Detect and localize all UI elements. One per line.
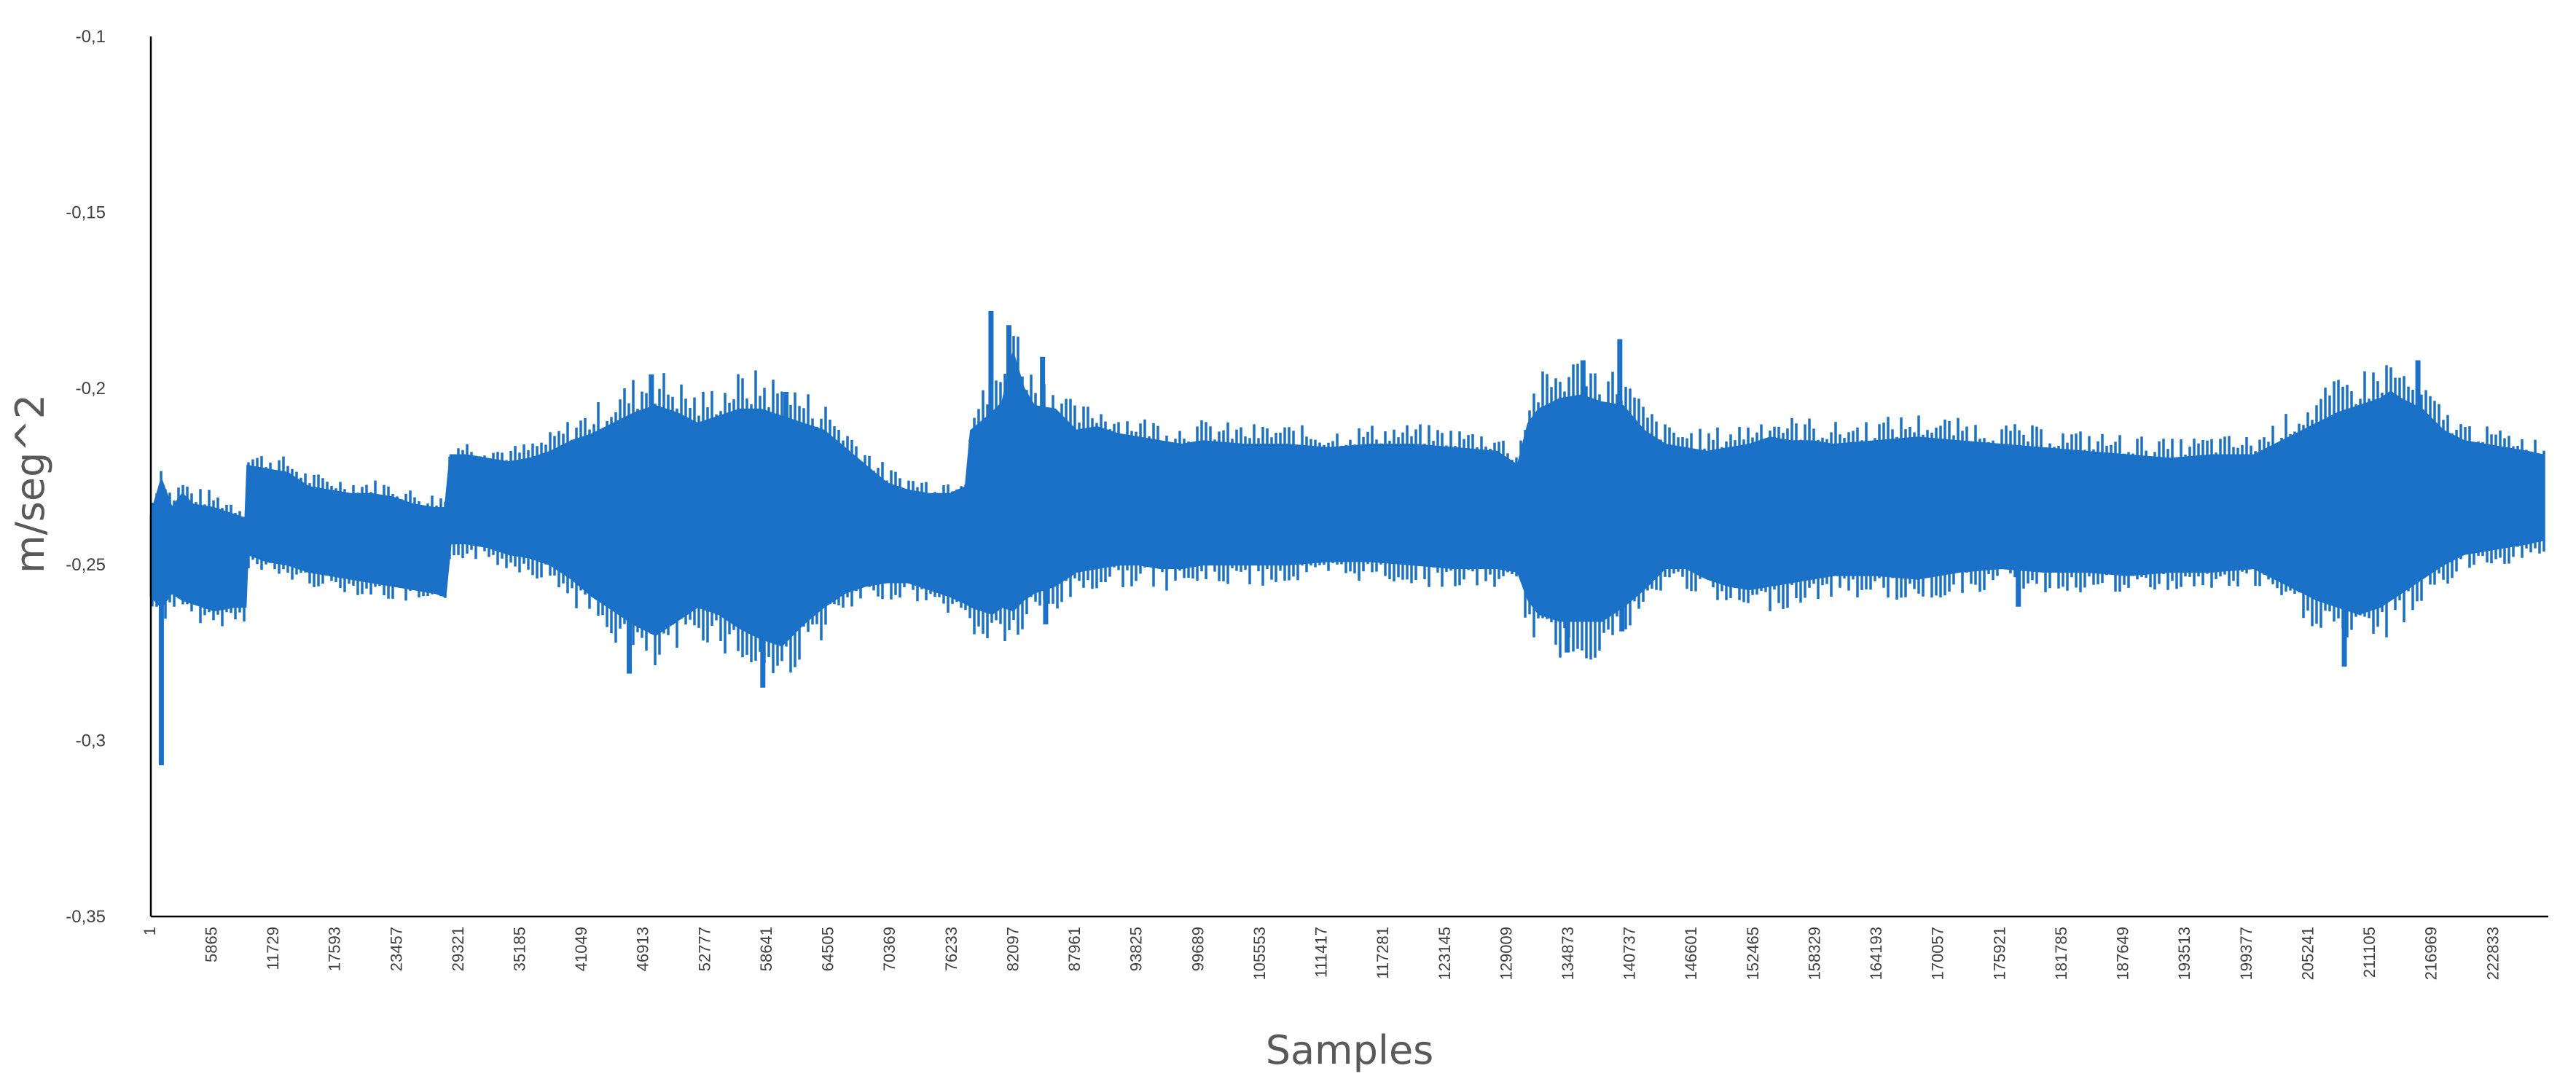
x-tick-label: 23457 — [387, 927, 405, 971]
x-tick-label: 181785 — [2052, 927, 2070, 980]
x-tick-label: 146601 — [1682, 927, 1700, 980]
x-tick-label: 164193 — [1867, 927, 1885, 980]
y-axis-ticks: -0,1 -0,15 -0,2 -0,25 -0,3 -0,35 — [66, 27, 106, 927]
x-tick-label: 211105 — [2360, 927, 2379, 978]
x-tick-label: 46913 — [634, 927, 652, 971]
x-tick-label: 205241 — [2298, 927, 2317, 980]
y-axis-title: m/seg^2 — [7, 394, 53, 573]
x-tick-label: 41049 — [572, 927, 590, 971]
x-tick-label: 175921 — [1990, 927, 2008, 980]
x-tick-label: 117281 — [1374, 927, 1392, 979]
x-tick-label: 111417 — [1312, 927, 1331, 978]
x-tick-label: 17593 — [326, 927, 344, 971]
x-tick-label: 222833 — [2483, 927, 2502, 980]
x-tick-label: 140737 — [1621, 927, 1639, 980]
x-tick-label: 93825 — [1127, 927, 1146, 971]
x-tick-label: 35185 — [511, 927, 529, 971]
x-tick-label: 52777 — [695, 927, 713, 971]
x-axis-ticks: 1 5865 11729 17593 23457 29321 35185 41049 46913… — [141, 927, 2502, 980]
x-tick-label: 105553 — [1250, 927, 1269, 980]
x-tick-label: 199377 — [2237, 927, 2255, 980]
x-tick-label: 11729 — [264, 927, 282, 970]
x-tick-label: 64505 — [819, 927, 837, 971]
x-tick-label: 170057 — [1929, 927, 1947, 980]
y-tick-label: -0,1 — [76, 27, 106, 47]
x-tick-label: 58641 — [757, 927, 775, 971]
x-tick-label: 123145 — [1436, 927, 1454, 980]
x-tick-label: 29321 — [449, 927, 467, 971]
y-tick-label: -0,2 — [76, 379, 106, 399]
x-tick-label: 158329 — [1805, 927, 1823, 980]
x-tick-label: 1 — [141, 927, 159, 935]
x-tick-label: 82097 — [1003, 927, 1022, 971]
x-tick-label: 70369 — [880, 927, 899, 971]
plot-area — [149, 310, 2545, 766]
x-tick-label: 76233 — [942, 927, 960, 971]
y-tick-label: -0,15 — [66, 203, 106, 223]
x-tick-label: 187649 — [2114, 927, 2132, 980]
series-texture — [151, 336, 2545, 673]
y-tick-label: -0,25 — [66, 555, 106, 575]
x-tick-label: 134873 — [1559, 927, 1577, 980]
x-tick-label: 5865 — [202, 927, 220, 962]
x-tick-label: 193513 — [2175, 927, 2193, 980]
x-tick-label: 216969 — [2422, 927, 2440, 980]
x-axis-title: Samples — [1266, 1027, 1434, 1073]
x-tick-label: 99689 — [1189, 927, 1207, 971]
y-tick-label: -0,35 — [66, 907, 106, 927]
y-tick-label: -0,3 — [76, 731, 106, 750]
x-tick-label: 129009 — [1497, 927, 1515, 980]
x-tick-label: 87961 — [1065, 927, 1084, 971]
x-tick-label: 152465 — [1744, 927, 1762, 980]
